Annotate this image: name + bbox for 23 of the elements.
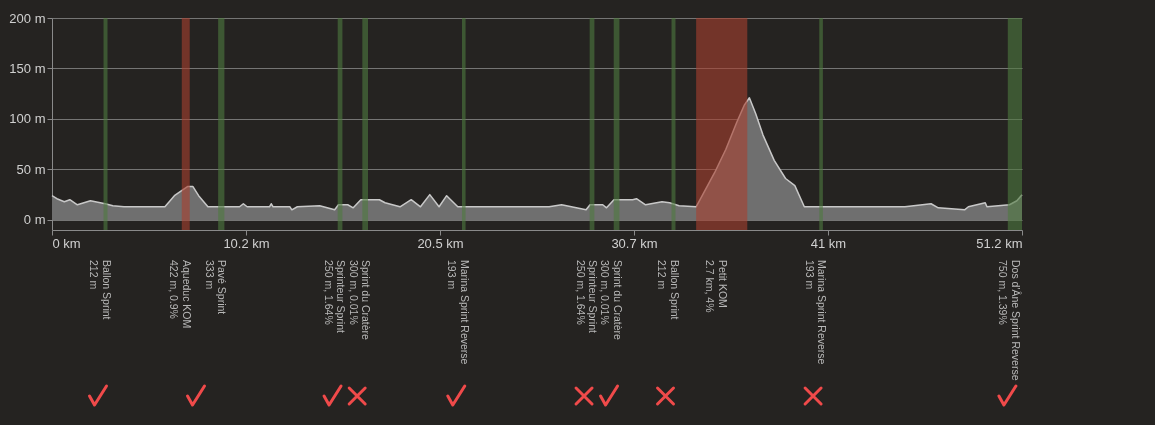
x-tick-label: 51.2 km — [976, 235, 1023, 251]
band-label: Petit KOM 2.7 km, 4% — [704, 260, 729, 313]
band-label: Sprint du Cratère 300 m, 0.01% — [599, 260, 624, 341]
y-tick-label: 200 m — [9, 10, 46, 26]
band-label: Aqueduc KOM 422 m, 0.9% — [168, 260, 193, 329]
band-label: Ballon Sprint 212 m — [88, 260, 113, 320]
band-label: Sprinteur Sprint 250 m, 1.64% — [322, 260, 348, 334]
x-tick-label: 20.5 km — [417, 235, 464, 251]
y-tick-label: 150 m — [9, 60, 46, 76]
x-tick-label: 10.2 km — [223, 235, 270, 251]
band-label: Sprinteur Sprint 250 m, 1.64% — [574, 260, 600, 334]
band-label: Sprint du Cratère 300 m, 0.01% — [347, 260, 373, 341]
y-tick-label: 0 m — [23, 212, 46, 228]
band-label: Marina Sprint Reverse 193 m — [803, 260, 829, 365]
y-tick-label: 100 m — [9, 111, 46, 127]
band-label: Marina Sprint Reverse 193 m — [446, 260, 471, 365]
x-tick-label: 41 km — [810, 235, 847, 251]
x-tick-label: 0 km — [52, 235, 81, 251]
x-tick-label: 30.7 km — [611, 235, 658, 251]
band-label: Ballon Sprint 212 m — [656, 260, 681, 320]
band-label: Pavé Sprint 333 m — [203, 260, 229, 315]
y-tick-label: 50 m — [16, 161, 46, 177]
band-label: Dos d'Âne Sprint Reverse 750 m, 1.39% — [997, 260, 1022, 381]
